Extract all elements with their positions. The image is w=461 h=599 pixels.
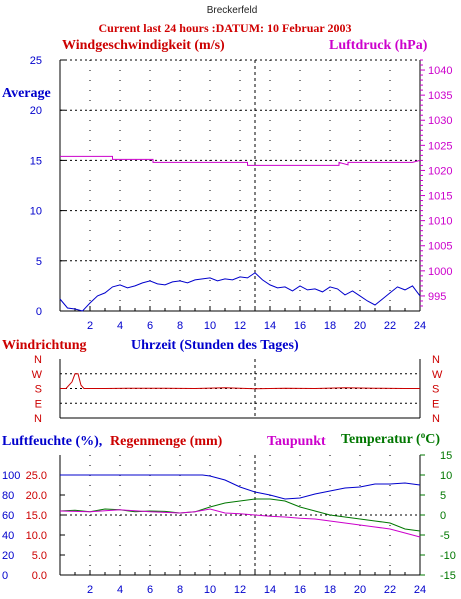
direction-right-label: W [432, 369, 443, 381]
x-tick-label: 12 [234, 320, 246, 332]
temperature-y-tick-label: 15 [440, 450, 452, 462]
x-tick-label-bottom: 16 [294, 584, 306, 596]
pressure-y-tick-label: 1005 [428, 241, 452, 253]
x-tick-label-bottom: 2 [87, 584, 93, 596]
x-tick-label-bottom: 24 [414, 584, 426, 596]
direction-left-label: S [35, 384, 42, 396]
humidity-y-tick-label: 60 [2, 510, 14, 522]
temperature-y-tick-label: -15 [440, 570, 456, 582]
x-tick-label: 16 [294, 320, 306, 332]
direction-right-label: N [432, 413, 440, 425]
x-tick-label: 24 [414, 320, 426, 332]
humidity-y-tick-label: 0 [2, 570, 8, 582]
pressure-series [60, 155, 421, 166]
humidity-y-tick-label: 20 [2, 550, 14, 562]
wind-y-tick-label: 20 [30, 105, 42, 117]
x-tick-label: 22 [384, 320, 396, 332]
wind-y-tick-label: 10 [30, 206, 42, 218]
x-tick-label: 2 [87, 320, 93, 332]
direction-left-label: E [35, 398, 42, 410]
direction-left-label: N [34, 413, 42, 425]
x-tick-label: 14 [264, 320, 276, 332]
direction-right-label: N [432, 354, 440, 366]
chart-subtitle: Current last 24 hours :DATUM: 10 Februar… [99, 21, 352, 35]
wind-direction-series [60, 373, 420, 390]
temperature-y-tick-label: 10 [440, 470, 452, 482]
temperature-y-tick-label: -10 [440, 550, 456, 562]
pressure-y-tick-label: 995 [428, 291, 446, 303]
x-tick-label-bottom: 14 [264, 584, 276, 596]
temperature-y-tick-label: 0 [440, 510, 446, 522]
rain-y-tick-label: 0.0 [32, 570, 47, 582]
rain-y-tick-label: 15.0 [26, 510, 47, 522]
x-tick-label: 4 [117, 320, 123, 332]
direction-left-label: N [34, 354, 42, 366]
x-tick-label-bottom: 10 [204, 584, 216, 596]
pressure-y-tick-label: 1010 [428, 216, 452, 228]
x-tick-label-bottom: 6 [147, 584, 153, 596]
x-tick-label-bottom: 22 [384, 584, 396, 596]
temperature-y-tick-label: 5 [440, 490, 446, 502]
dewpoint-legend: Taupunkt [267, 434, 326, 449]
humidity-y-tick-label: 80 [2, 490, 14, 502]
x-tick-label-bottom: 12 [234, 584, 246, 596]
rain-axis-label: Regenmenge (mm) [110, 434, 223, 449]
wind-y-tick-label: 15 [30, 155, 42, 167]
pressure-y-tick-label: 1025 [428, 140, 452, 152]
temperature-axis-label: Temperatur (oC) [341, 430, 440, 447]
time-axis-label: Uhrzeit (Stunden des Tages) [131, 338, 299, 353]
wind-average-series [59, 272, 421, 312]
humidity-y-tick-label: 100 [2, 470, 20, 482]
x-tick-label: 8 [177, 320, 183, 332]
direction-right-label: S [432, 384, 439, 396]
x-tick-label-bottom: 20 [354, 584, 366, 596]
x-tick-label-bottom: 4 [117, 584, 123, 596]
direction-right-label: E [432, 398, 439, 410]
wind-speed-axis-label: Windgeschwindigkeit (m/s) [62, 38, 225, 53]
humidity-series [60, 474, 421, 500]
x-tick-label: 6 [147, 320, 153, 332]
wind-y-tick-label: 0 [36, 306, 42, 318]
dewpoint-series [59, 508, 421, 538]
x-tick-label: 20 [354, 320, 366, 332]
pressure-y-tick-label: 1000 [428, 266, 452, 278]
plot-area: 0510152025995100010051010101510201025103… [2, 55, 456, 596]
rain-y-tick-label: 10.0 [26, 530, 47, 542]
pressure-y-tick-label: 1040 [428, 65, 452, 77]
pressure-y-tick-label: 1035 [428, 90, 452, 102]
station-name: Breckerfeld [207, 5, 258, 16]
rain-y-tick-label: 5.0 [32, 550, 47, 562]
wind-y-tick-label: 25 [30, 55, 42, 67]
rain-y-tick-label: 20.0 [26, 490, 47, 502]
temperature-y-tick-label: -5 [440, 530, 450, 542]
x-tick-label: 10 [204, 320, 216, 332]
pressure-y-tick-label: 1030 [428, 115, 452, 127]
humidity-axis-label: Luftfeuchte (%), [2, 434, 102, 449]
rain-y-tick-label: 25.0 [26, 470, 47, 482]
pressure-axis-label: Luftdruck (hPa) [329, 38, 428, 53]
wind-y-tick-label: 5 [36, 256, 42, 268]
x-tick-label: 18 [324, 320, 336, 332]
x-tick-label-bottom: 18 [324, 584, 336, 596]
pressure-y-tick-label: 1015 [428, 191, 452, 203]
wind-direction-label: Windrichtung [2, 338, 87, 353]
x-tick-label-bottom: 8 [177, 584, 183, 596]
direction-left-label: W [32, 369, 43, 381]
humidity-y-tick-label: 40 [2, 530, 14, 542]
pressure-y-tick-label: 1020 [428, 165, 452, 177]
wind-average-legend: Average [2, 86, 51, 101]
